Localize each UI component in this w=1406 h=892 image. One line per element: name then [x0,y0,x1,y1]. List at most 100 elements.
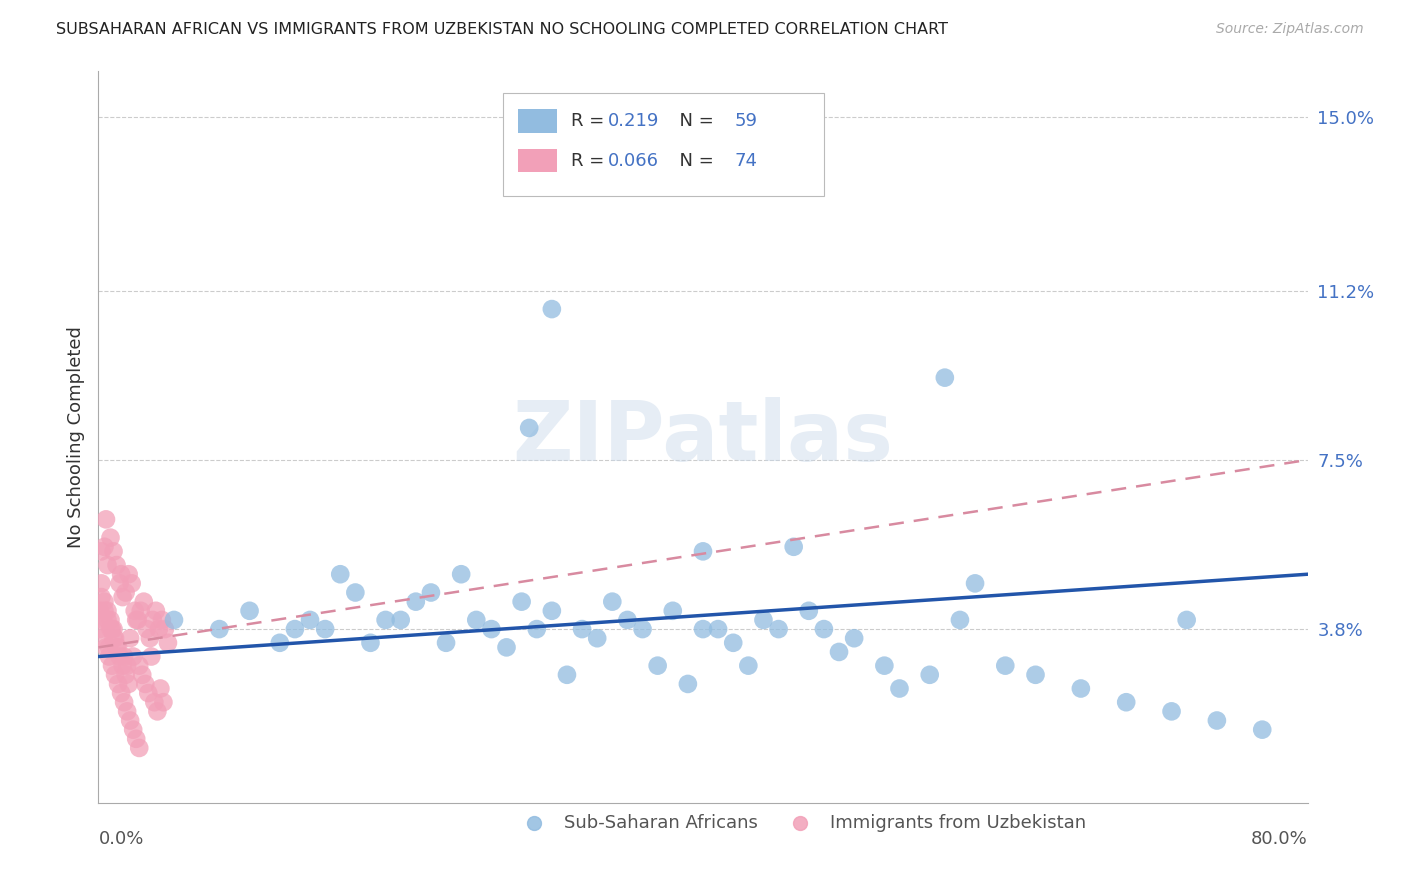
Point [111,658,134,673]
Point [783,540,806,554]
Point [139,632,162,646]
Point [93,604,115,618]
Point [647,658,669,673]
Point [107,640,129,655]
Point [136,686,159,700]
Text: 80.0%: 80.0% [1251,830,1308,848]
Point [465,613,488,627]
FancyBboxPatch shape [517,149,557,172]
Text: Sub-Saharan Africans: Sub-Saharan Africans [564,814,758,832]
Point [934,370,956,384]
Point [100,613,122,627]
Point [96,604,118,618]
Point [540,604,562,618]
Point [813,622,835,636]
Point [125,731,148,746]
Point [105,558,128,573]
Point [965,576,987,591]
Point [149,681,172,696]
Point [110,567,132,582]
Point [142,613,165,627]
Point [873,658,896,673]
Point [146,705,169,719]
Point [134,677,156,691]
Point [114,667,136,681]
Point [586,632,609,646]
Point [115,658,138,673]
Point [797,604,820,618]
Point [94,640,117,655]
Point [434,636,457,650]
Point [918,667,941,681]
Point [141,649,163,664]
Point [661,604,683,618]
Point [112,695,135,709]
Point [844,632,866,646]
Point [114,585,136,599]
Point [93,540,115,554]
Point [118,567,141,582]
Point [98,640,121,655]
Point [89,622,111,636]
Point [360,636,382,650]
Point [481,622,503,636]
Text: R =: R = [571,152,610,169]
FancyBboxPatch shape [517,110,557,133]
Point [91,632,114,646]
Point [329,567,352,582]
Point [631,622,654,636]
Point [314,622,336,636]
Text: 0.0%: 0.0% [98,830,143,848]
Point [1024,667,1046,681]
Point [120,714,142,728]
Text: R =: R = [571,112,610,130]
Y-axis label: No Schooling Completed: No Schooling Completed [66,326,84,548]
Point [90,576,112,591]
Point [125,613,148,627]
Point [269,636,291,650]
Point [124,604,146,618]
Point [420,585,443,599]
Point [103,622,125,636]
Text: Immigrants from Uzbekistan: Immigrants from Uzbekistan [830,814,1085,832]
Point [91,613,114,627]
Text: N =: N = [668,112,720,130]
Point [1070,681,1092,696]
Point [108,576,131,591]
Point [752,613,775,627]
Point [517,421,540,435]
Point [115,705,138,719]
Point [163,613,186,627]
Text: 59: 59 [734,112,758,130]
Point [526,622,548,636]
Point [111,590,134,604]
Point [284,622,307,636]
Point [994,658,1017,673]
Point [101,658,124,673]
Point [555,667,578,681]
Point [949,613,972,627]
Point [122,649,145,664]
Point [692,622,714,636]
Point [103,544,125,558]
Point [100,531,122,545]
Point [1206,714,1229,728]
Point [344,585,367,599]
Point [90,544,112,558]
Point [108,649,131,664]
Point [737,658,759,673]
FancyBboxPatch shape [503,94,824,195]
Point [104,632,127,646]
Point [145,604,167,618]
Point [208,622,231,636]
Point [105,640,128,655]
Point [239,604,262,618]
Point [112,649,135,664]
Point [676,677,699,691]
Point [152,695,174,709]
Text: SUBSAHARAN AFRICAN VS IMMIGRANTS FROM UZBEKISTAN NO SCHOOLING COMPLETED CORRELAT: SUBSAHARAN AFRICAN VS IMMIGRANTS FROM UZ… [56,22,948,37]
Point [768,622,790,636]
Point [405,595,427,609]
Point [96,613,118,627]
Point [90,590,112,604]
